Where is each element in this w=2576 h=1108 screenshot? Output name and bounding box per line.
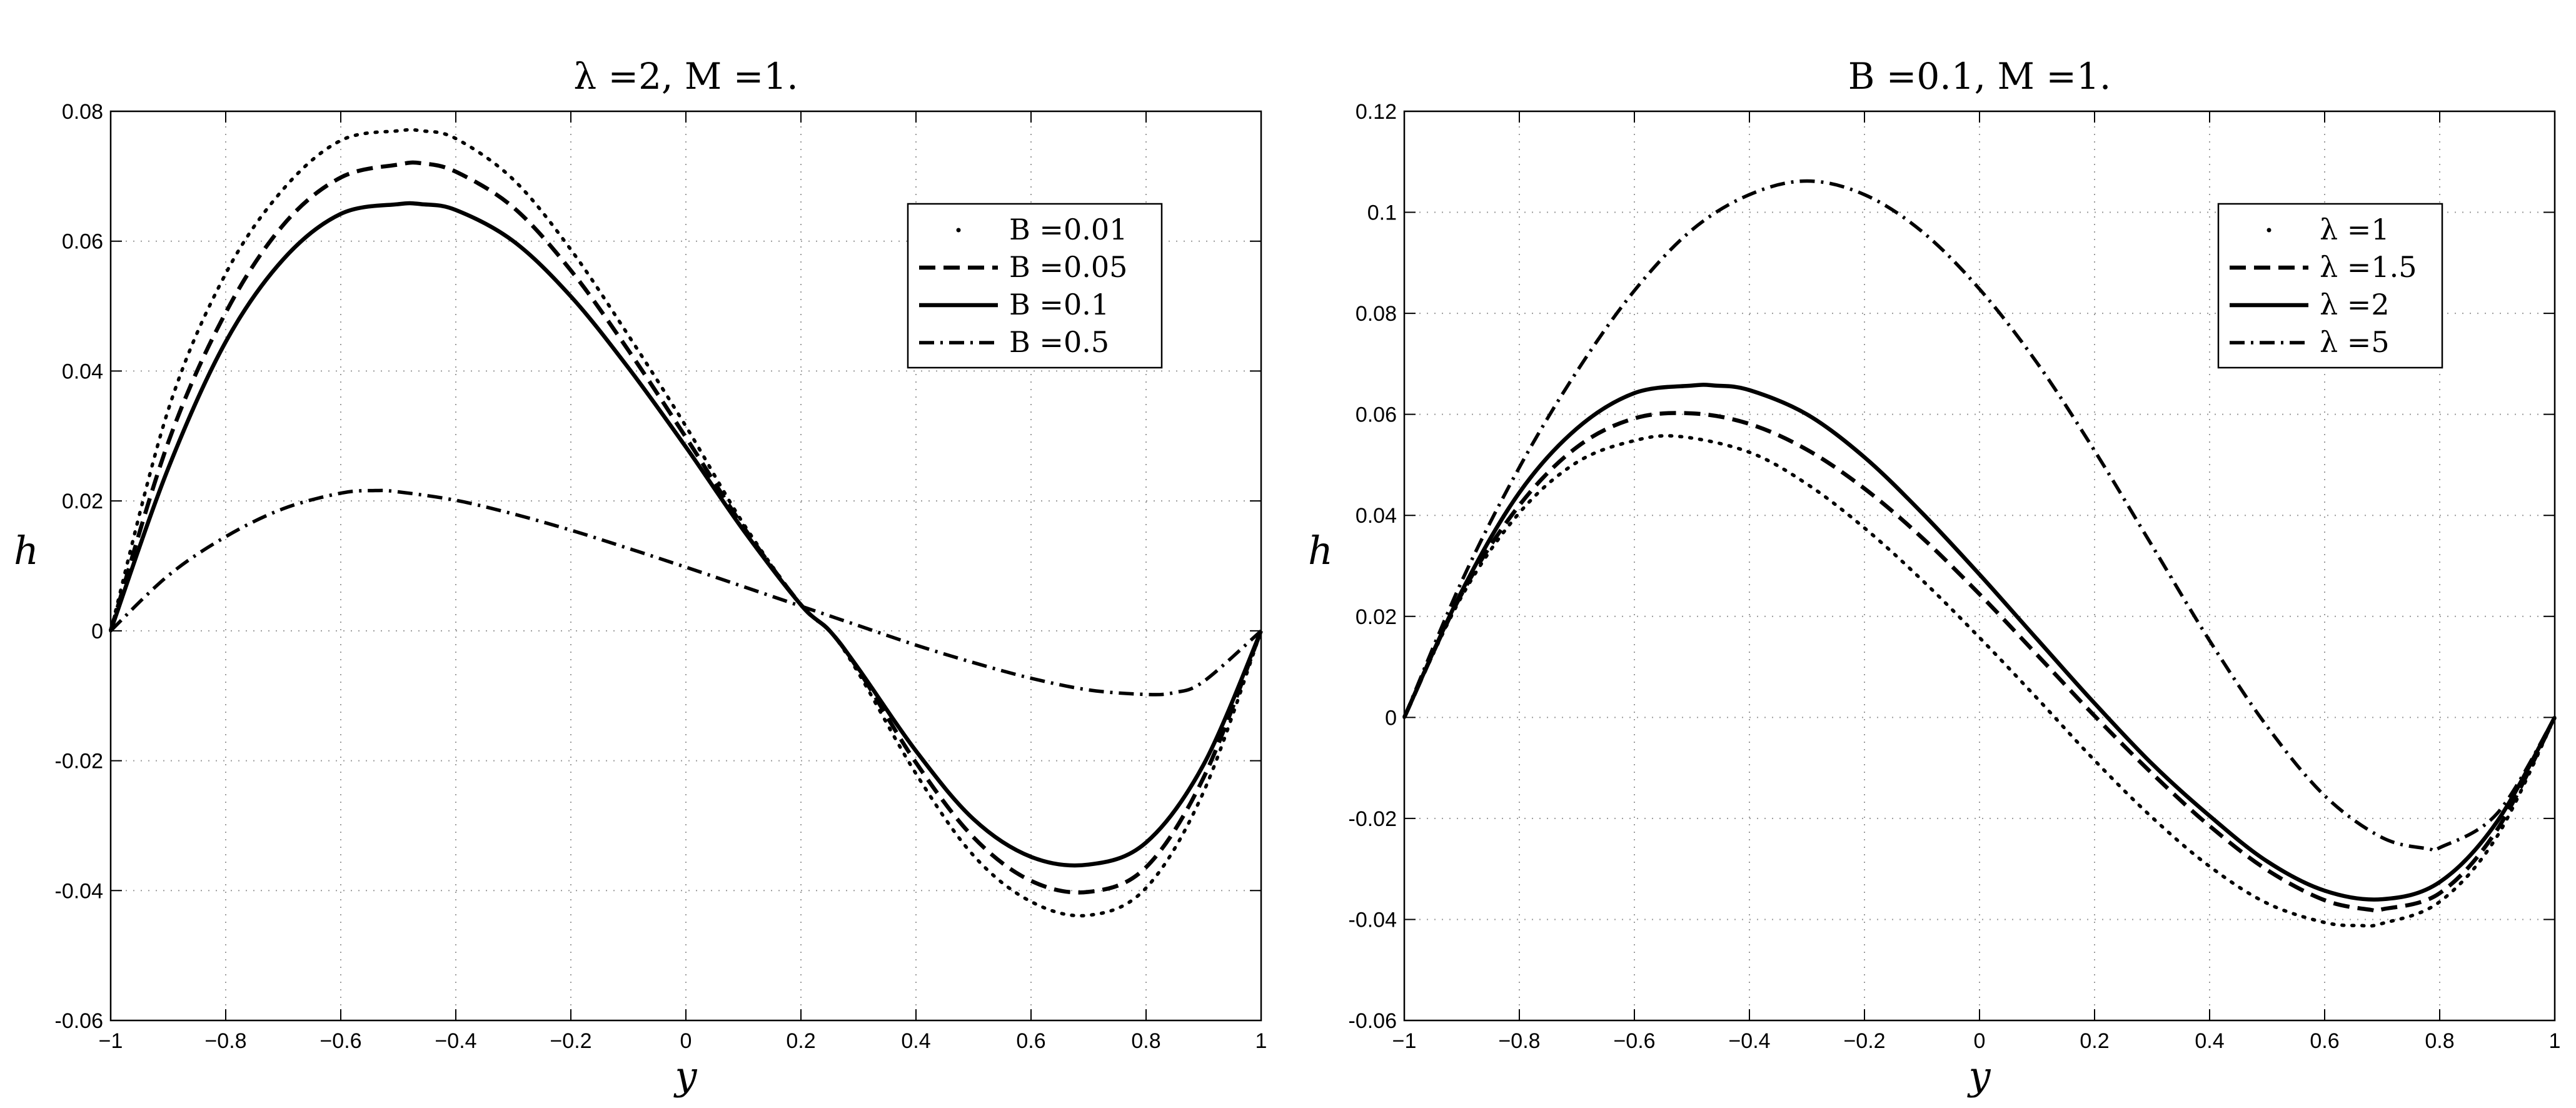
right-y-tick-label: 0.08 — [1356, 302, 1397, 326]
left-x-tick-label: 0.2 — [786, 1029, 815, 1053]
right-y-tick-label: 0.1 — [1367, 201, 1397, 225]
left-legend-label-3: B =0.1 — [1009, 288, 1109, 321]
left-y-tick-label: 0.06 — [62, 230, 103, 254]
right-x-tick-label: 0.4 — [2195, 1029, 2224, 1053]
left-x-tick-label: 1 — [1255, 1029, 1267, 1053]
left-series — [108, 128, 1264, 918]
right-x-tick-label: −0.6 — [1613, 1029, 1655, 1053]
left-legend-keys — [919, 228, 998, 345]
right-x-tick-label: 0.2 — [2080, 1029, 2109, 1053]
left-y-axis-label: h — [14, 528, 39, 573]
right-y-tick-label: 0.06 — [1356, 403, 1397, 427]
right-y-tick-label: -0.02 — [1349, 807, 1397, 831]
left-legend-key-1 — [956, 228, 961, 233]
left-y-tick-label: -0.02 — [55, 750, 104, 773]
right-legend-label-2: λ =1.5 — [2320, 250, 2417, 284]
right-x-tick-label: −0.8 — [1498, 1029, 1540, 1053]
right-y-tick-label: -0.06 — [1349, 1009, 1397, 1033]
left-y-tick-label: -0.04 — [55, 879, 104, 903]
left-y-ticks: -0.06 -0.04 -0.02 0 0.02 0.04 0.06 0.08 — [55, 100, 1261, 1033]
left-x-tick-label: −1 — [99, 1029, 123, 1053]
right-y-tick-label: 0.04 — [1356, 504, 1397, 528]
left-series-line-1 — [109, 128, 1263, 918]
right-x-tick-label: −1 — [1392, 1029, 1417, 1053]
left-chart-title: λ =2, M =1. — [573, 55, 798, 98]
right-legend-label-4: λ =5 — [2320, 325, 2390, 359]
left-series-line-3 — [108, 201, 1263, 868]
right-x-ticks: −1 −0.8 −0.6 −0.4 −0.2 0 0.2 0.4 0.6 0.8 1 — [1392, 111, 2561, 1053]
left-plot-frame — [109, 110, 1262, 1022]
right-series-line-1 — [1402, 434, 2557, 928]
right-x-tick-label: 0.8 — [2425, 1029, 2454, 1053]
left-x-tick-label: 0 — [680, 1029, 692, 1053]
left-y-tick-label: -0.06 — [55, 1009, 104, 1033]
right-x-tick-label: −0.2 — [1843, 1029, 1885, 1053]
left-legend-label-1: B =0.01 — [1009, 213, 1127, 246]
left-x-tick-label: 0.4 — [901, 1029, 930, 1053]
left-x-ticks: −1 −0.8 −0.6 −0.4 −0.2 0 0.2 0.4 0.6 0.8 1 — [99, 111, 1267, 1053]
right-chart-title: B =0.1, M =1. — [1848, 55, 2111, 98]
right-legend-key-1 — [2267, 228, 2272, 233]
left-legend-label-4: B =0.5 — [1009, 325, 1109, 359]
right-legend-label-3: λ =2 — [2320, 288, 2390, 321]
left-x-tick-label: −0.4 — [435, 1029, 476, 1053]
right-series-line-2 — [1402, 411, 2557, 914]
right-x-axis-label: y — [1966, 1053, 1991, 1099]
right-x-tick-label: −0.4 — [1728, 1029, 1770, 1053]
right-y-tick-label: 0 — [1385, 706, 1397, 730]
left-x-axis-label: y — [673, 1053, 697, 1099]
left-y-tick-label: 0.08 — [62, 100, 103, 124]
left-series-line-4 — [109, 488, 1262, 697]
left-x-tick-label: −0.6 — [319, 1029, 361, 1053]
right-x-tick-label: 0.6 — [2310, 1029, 2339, 1053]
left-y-tick-label: 0.04 — [62, 360, 103, 383]
right-chart: −1 −0.8 −0.6 −0.4 −0.2 0 0.2 0.4 0.6 0.8 1 -0.06-0… — [1308, 55, 2560, 1099]
right-y-ticks: -0.06 -0.04 -0.02 0 0.02 0.04 0.06 0.08 0.1 0.12 — [1349, 100, 2555, 1033]
right-series-line-3 — [1402, 383, 2557, 902]
left-y-tick-label: 0.02 — [62, 490, 103, 513]
left-x-tick-label: 0.8 — [1131, 1029, 1160, 1053]
right-y-tick-label: -0.04 — [1349, 908, 1397, 932]
right-y-tick-label: 0.12 — [1356, 100, 1397, 124]
right-y-axis-label: h — [1308, 528, 1333, 573]
left-chart: −1 −0.8 −0.6 −0.4 −0.2 0 0.2 0.4 0.6 0.8 1 -0.06-0… — [14, 55, 1267, 1099]
right-legend-keys — [2230, 228, 2308, 345]
right-legend-box — [2217, 203, 2443, 369]
left-x-tick-label: −0.2 — [550, 1029, 591, 1053]
left-legend: B =0.01 B =0.05 B =0.1 B =0.5 — [907, 203, 1163, 369]
right-plot-frame — [1403, 110, 2556, 1022]
left-series-line-2 — [108, 160, 1264, 895]
left-y-tick-label: 0 — [91, 620, 103, 643]
right-series — [1402, 179, 2557, 928]
left-x-tick-label: −0.8 — [204, 1029, 246, 1053]
right-x-tick-label: 0 — [1974, 1029, 1986, 1053]
right-x-tick-label: 1 — [2549, 1029, 2561, 1053]
right-series-line-4 — [1402, 179, 2557, 853]
right-legend-label-1: λ =1 — [2320, 213, 2390, 246]
left-x-tick-label: 0.6 — [1016, 1029, 1045, 1053]
left-legend-box — [907, 203, 1163, 369]
right-legend: λ =1 λ =1.5 λ =2 λ =5 — [2217, 203, 2443, 369]
left-legend-label-2: B =0.05 — [1009, 250, 1127, 284]
right-y-tick-label: 0.02 — [1356, 605, 1397, 629]
